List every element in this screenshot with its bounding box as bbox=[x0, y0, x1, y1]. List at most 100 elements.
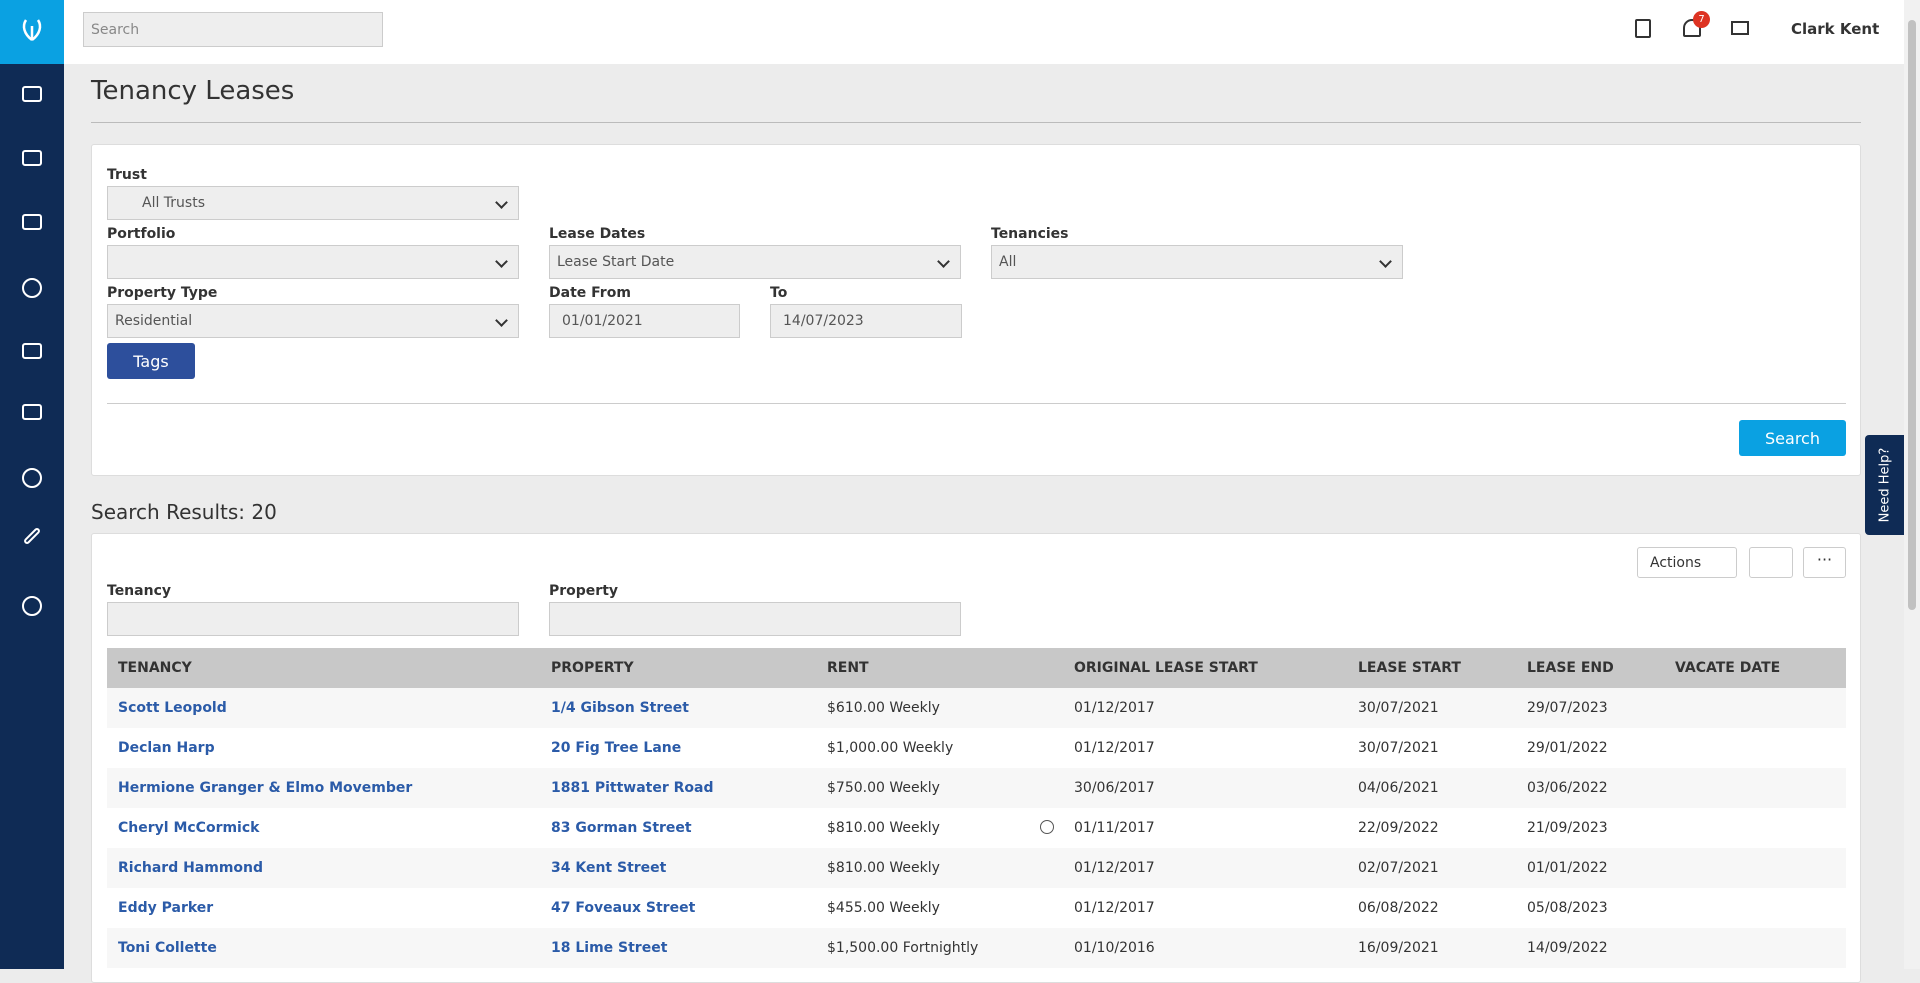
row-cell: 05/08/2023 bbox=[1527, 900, 1608, 916]
lease-dates-label: Lease Dates bbox=[549, 226, 646, 242]
search-button[interactable]: Search bbox=[1739, 420, 1846, 456]
tenancies-label: Tenancies bbox=[991, 226, 1069, 242]
row-link[interactable]: 20 Fig Tree Lane bbox=[551, 740, 682, 756]
row-cell: $1,000.00 Weekly bbox=[827, 740, 954, 756]
row-link[interactable]: 18 Lime Street bbox=[551, 940, 668, 956]
row-cell: 22/09/2022 bbox=[1358, 820, 1439, 836]
results-table: TENANCY PROPERTY RENT ORIGINAL LEASE START L… bbox=[107, 648, 1846, 969]
trust-select[interactable]: All Trusts bbox=[107, 186, 519, 220]
row-cell: 04/06/2021 bbox=[1358, 780, 1439, 796]
row-link[interactable]: Hermione Granger & Elmo Movember bbox=[118, 780, 413, 796]
row-link[interactable]: 1/4 Gibson Street bbox=[551, 700, 689, 716]
tenancy-filter-input[interactable] bbox=[107, 602, 519, 636]
table-row bbox=[107, 928, 1846, 968]
row-cell: $1,500.00 Fortnightly bbox=[827, 940, 979, 956]
row-cell: 21/09/2023 bbox=[1527, 820, 1608, 836]
column-header: TENANCY bbox=[118, 660, 192, 676]
row-link[interactable]: 34 Kent Street bbox=[551, 860, 667, 876]
filter-button[interactable] bbox=[1749, 547, 1793, 578]
row-link[interactable]: 1881 Pittwater Road bbox=[551, 780, 714, 796]
nav-dashboard[interactable] bbox=[22, 86, 42, 102]
row-link[interactable]: 83 Gorman Street bbox=[551, 820, 692, 836]
nav-bi[interactable] bbox=[22, 468, 42, 488]
date-from-input[interactable]: 01/01/2021 bbox=[549, 304, 740, 338]
row-cell: 01/01/2022 bbox=[1527, 860, 1608, 876]
row-cell: $610.00 Weekly bbox=[827, 700, 940, 716]
row-cell: 03/06/2022 bbox=[1527, 780, 1608, 796]
row-cell: 02/07/2021 bbox=[1358, 860, 1439, 876]
portfolio-select[interactable] bbox=[107, 245, 519, 279]
nav-tools[interactable] bbox=[22, 526, 42, 546]
date-from-label: Date From bbox=[549, 285, 631, 301]
logo[interactable] bbox=[0, 0, 64, 64]
trust-label: Trust bbox=[107, 167, 147, 183]
divider bbox=[107, 403, 1846, 404]
help-tab[interactable]: Need Help? bbox=[1865, 435, 1904, 535]
calculator-icon[interactable] bbox=[1635, 19, 1651, 38]
row-link[interactable]: Richard Hammond bbox=[118, 860, 264, 876]
property-type-label: Property Type bbox=[107, 285, 218, 301]
nav-reports[interactable] bbox=[22, 404, 42, 420]
row-cell: $810.00 Weekly bbox=[827, 820, 940, 836]
nav-home[interactable] bbox=[22, 214, 42, 230]
nav-settings[interactable] bbox=[22, 596, 42, 616]
row-cell: 14/09/2022 bbox=[1527, 940, 1608, 956]
date-to-input[interactable]: 14/07/2023 bbox=[770, 304, 962, 338]
row-link[interactable]: Declan Harp bbox=[118, 740, 215, 756]
table-row bbox=[107, 888, 1846, 928]
row-cell: $810.00 Weekly bbox=[827, 860, 940, 876]
portfolio-label: Portfolio bbox=[107, 226, 176, 242]
tenancy-filter-label: Tenancy bbox=[107, 583, 171, 599]
date-to-label: To bbox=[770, 285, 788, 301]
row-link[interactable]: Scott Leopold bbox=[118, 700, 227, 716]
column-header: LEASE END bbox=[1527, 660, 1614, 676]
table-row bbox=[107, 808, 1846, 848]
table-row bbox=[107, 848, 1846, 888]
top-bar: Search 7 Clark Kent bbox=[64, 0, 1904, 64]
column-header: VACATE DATE bbox=[1675, 660, 1781, 676]
row-cell: $455.00 Weekly bbox=[827, 900, 940, 916]
property-type-select[interactable]: Residential bbox=[107, 304, 519, 338]
table-row bbox=[107, 768, 1846, 808]
nav-documents[interactable] bbox=[22, 343, 42, 359]
nav-messages[interactable] bbox=[22, 150, 42, 166]
actions-button[interactable]: Actions bbox=[1637, 547, 1737, 578]
row-cell: 01/11/2017 bbox=[1074, 820, 1155, 836]
row-cell: 30/07/2021 bbox=[1358, 740, 1439, 756]
row-link[interactable]: Cheryl McCormick bbox=[118, 820, 260, 836]
row-cell: 16/09/2021 bbox=[1358, 940, 1439, 956]
row-cell: 29/07/2023 bbox=[1527, 700, 1608, 716]
nav-finance[interactable] bbox=[22, 278, 42, 298]
tenancies-select[interactable]: All bbox=[991, 245, 1403, 279]
property-filter-input[interactable] bbox=[549, 602, 961, 636]
row-link[interactable]: 47 Foveaux Street bbox=[551, 900, 696, 916]
column-header: ORIGINAL LEASE START bbox=[1074, 660, 1258, 676]
row-cell: 01/12/2017 bbox=[1074, 740, 1155, 756]
user-menu[interactable]: Clark Kent bbox=[1791, 20, 1880, 38]
row-cell: 01/10/2016 bbox=[1074, 940, 1155, 956]
notification-badge: 7 bbox=[1693, 11, 1710, 28]
table-row bbox=[107, 728, 1846, 768]
more-button[interactable]: ··· bbox=[1803, 547, 1846, 578]
row-cell: 30/07/2021 bbox=[1358, 700, 1439, 716]
bell-icon[interactable] bbox=[1683, 19, 1701, 37]
row-link[interactable]: Toni Collette bbox=[118, 940, 217, 956]
table-row bbox=[107, 688, 1846, 728]
column-header: LEASE START bbox=[1358, 660, 1461, 676]
row-cell: $750.00 Weekly bbox=[827, 780, 940, 796]
page-title: Tenancy Leases bbox=[91, 76, 295, 106]
lease-dates-select[interactable]: Lease Start Date bbox=[549, 245, 961, 279]
row-link[interactable]: Eddy Parker bbox=[118, 900, 214, 916]
column-header: RENT bbox=[827, 660, 869, 676]
info-icon[interactable] bbox=[1040, 820, 1054, 834]
row-cell: 01/12/2017 bbox=[1074, 860, 1155, 876]
scrollbar bbox=[1904, 0, 1920, 969]
help-text: Need Help? bbox=[1877, 447, 1893, 523]
row-cell: 06/08/2022 bbox=[1358, 900, 1439, 916]
scrollbar-thumb[interactable] bbox=[1908, 20, 1916, 610]
mail-icon[interactable] bbox=[1731, 21, 1749, 35]
tags-button[interactable]: Tags bbox=[107, 343, 195, 379]
global-search[interactable]: Search bbox=[83, 12, 383, 47]
row-cell: 30/06/2017 bbox=[1074, 780, 1155, 796]
row-cell: 01/12/2017 bbox=[1074, 700, 1155, 716]
